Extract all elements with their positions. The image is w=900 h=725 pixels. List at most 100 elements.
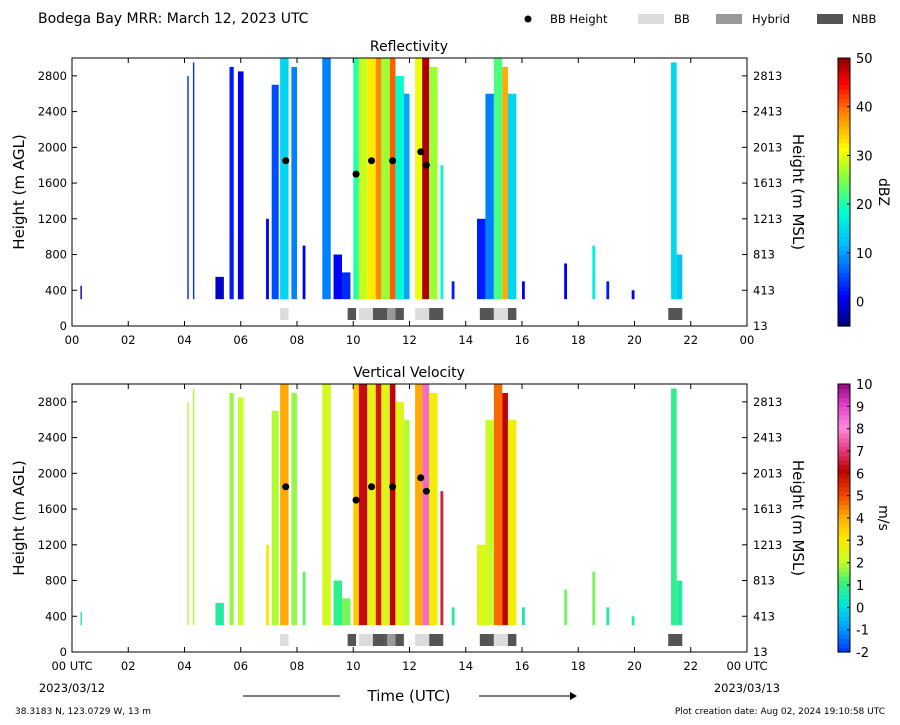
classification-segment xyxy=(493,308,508,320)
colorbar-segment xyxy=(838,634,850,640)
colorbar-segment xyxy=(838,125,850,131)
x-tick-label: 04 xyxy=(177,333,192,347)
colorbar-segment xyxy=(838,281,850,287)
colorbar-segment xyxy=(838,562,850,568)
colorbar-tick-label: 8 xyxy=(856,423,864,438)
y2-tick-label: 813 xyxy=(753,574,775,588)
data-column xyxy=(367,58,376,300)
colorbar-tick-label: 10 xyxy=(856,247,873,262)
colorbar-segment xyxy=(838,80,850,86)
colorbar-segment xyxy=(838,482,850,488)
classification-segment xyxy=(493,634,508,646)
legend-nbb-label: NBB xyxy=(852,12,876,26)
data-column xyxy=(215,276,224,300)
classification-segment xyxy=(280,308,289,320)
colorbar-segment xyxy=(838,102,850,108)
y2-tick-label: 2813 xyxy=(753,69,782,83)
bb-height-point xyxy=(422,161,430,169)
classification-segment xyxy=(507,308,517,320)
colorbar-segment xyxy=(838,245,850,251)
classification-segment xyxy=(372,308,387,320)
velocity-ylabel: Height (m AGL) xyxy=(10,460,28,575)
colorbar-segment xyxy=(838,620,850,626)
colorbar-segment xyxy=(838,299,850,305)
y2-tick-label: 2813 xyxy=(753,395,782,409)
data-column xyxy=(507,93,517,300)
data-column xyxy=(415,384,423,626)
colorbar-segment xyxy=(838,509,850,515)
colorbar-tick-label: 20 xyxy=(856,198,873,213)
colorbar-segment xyxy=(838,133,850,139)
bb-height-point xyxy=(389,483,397,491)
data-column xyxy=(422,384,430,626)
reflectivity-colorbar-label: dBZ xyxy=(875,178,891,206)
figure-legend: BB Height BB Hybrid NBB xyxy=(524,12,876,26)
data-column xyxy=(192,62,195,300)
y-tick-label: 2800 xyxy=(38,395,67,409)
x-tick-label: 10 xyxy=(346,659,361,673)
data-column xyxy=(342,272,351,300)
bb-height-point xyxy=(389,157,397,165)
x-tick-label: 00 xyxy=(65,333,80,347)
data-column xyxy=(671,62,677,300)
data-column xyxy=(237,397,244,626)
time-axis-label: Time (UTC) xyxy=(367,687,451,705)
data-column xyxy=(237,71,244,300)
colorbar-tick-label: 9 xyxy=(856,400,864,415)
x-tick-label: 22 xyxy=(683,659,698,673)
colorbar-segment xyxy=(838,535,850,541)
data-column xyxy=(322,384,331,626)
data-column xyxy=(631,290,635,300)
colorbar-segment xyxy=(838,401,850,407)
x-tick-label: 04 xyxy=(177,659,192,673)
data-column xyxy=(80,285,82,300)
data-column xyxy=(381,384,390,626)
colorbar-segment xyxy=(838,607,850,613)
y-tick-label: 0 xyxy=(60,645,67,659)
data-column xyxy=(631,616,635,626)
colorbar-segment xyxy=(838,455,850,461)
data-column xyxy=(271,84,279,300)
colorbar-segment xyxy=(838,531,850,537)
colorbar-segment xyxy=(838,116,850,122)
data-column xyxy=(395,401,404,626)
colorbar-segment xyxy=(838,437,850,443)
colorbar-segment xyxy=(838,486,850,492)
colorbar-segment xyxy=(838,151,850,157)
colorbar-segment xyxy=(838,598,850,604)
y-tick-label: 800 xyxy=(45,248,67,262)
colorbar-segment xyxy=(838,464,850,470)
colorbar-tick-label: 7 xyxy=(856,445,864,460)
colorbar-segment xyxy=(838,451,850,457)
time-arrow-head xyxy=(570,692,577,700)
velocity-bb-height-points xyxy=(282,474,430,504)
data-column xyxy=(389,384,396,626)
y2-tick-label: 1613 xyxy=(753,502,782,516)
colorbar-segment xyxy=(838,303,850,309)
colorbar-segment xyxy=(838,285,850,291)
colorbar-frame xyxy=(837,57,851,327)
colorbar-segment xyxy=(838,89,850,95)
y2-tick-label: 13 xyxy=(753,319,768,333)
x-tick-label: 08 xyxy=(290,659,305,673)
y2-tick-label: 2013 xyxy=(753,140,782,154)
data-column xyxy=(415,58,423,300)
x-tick-label: 16 xyxy=(515,659,530,673)
colorbar-segment xyxy=(838,638,850,644)
colorbar-segment xyxy=(838,500,850,506)
data-column xyxy=(353,58,359,300)
legend-bb-label: BB xyxy=(674,12,690,26)
colorbar-segment xyxy=(838,589,850,595)
x-tick-label: 02 xyxy=(121,333,136,347)
colorbar-segment xyxy=(838,147,850,153)
legend-hybrid-label: Hybrid xyxy=(752,12,790,26)
colorbar-tick-label: 30 xyxy=(856,149,873,164)
colorbar-segment xyxy=(838,107,850,113)
bb-height-point xyxy=(417,474,425,482)
bb-height-point xyxy=(352,170,360,178)
bb-height-point xyxy=(422,487,430,495)
colorbar-segment xyxy=(838,616,850,622)
colorbar-segment xyxy=(838,513,850,519)
colorbar-segment xyxy=(838,567,850,573)
data-column xyxy=(367,384,376,626)
